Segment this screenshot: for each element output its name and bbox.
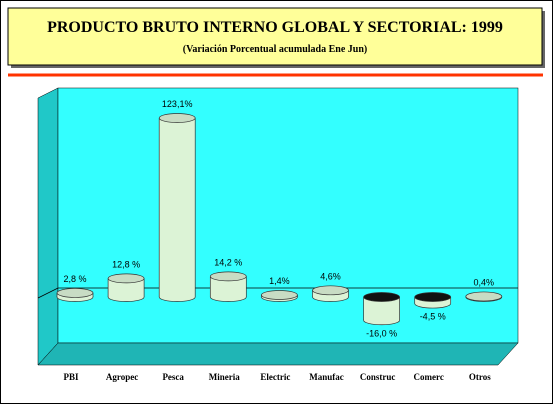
x-tick-label: PBI bbox=[63, 372, 79, 382]
bar-top bbox=[107, 273, 145, 284]
value-label: 2,8 % bbox=[63, 274, 86, 284]
x-tick-label: Mineria bbox=[209, 372, 240, 382]
bar-top bbox=[312, 285, 349, 296]
bar bbox=[159, 118, 196, 297]
floor bbox=[37, 342, 519, 366]
value-label: 4,6% bbox=[320, 271, 341, 281]
chart-title: PRODUCTO BRUTO INTERNO GLOBAL Y SECTORIA… bbox=[47, 19, 503, 36]
bar-top bbox=[261, 290, 298, 300]
x-tick-label: Otros bbox=[469, 372, 491, 382]
bar-top bbox=[209, 271, 247, 282]
x-tick-label: Pesca bbox=[162, 372, 184, 382]
value-label: 14,2 % bbox=[214, 257, 242, 267]
value-label: -4,5 % bbox=[420, 312, 446, 322]
bar bbox=[363, 297, 400, 321]
x-tick-label: Comerc bbox=[414, 372, 444, 382]
value-label: 1,4% bbox=[269, 276, 290, 286]
bar bbox=[108, 278, 145, 297]
x-tick-label: Construc bbox=[360, 372, 396, 382]
value-label: 12,8 % bbox=[112, 259, 140, 269]
x-tick-label: Agropec bbox=[106, 372, 138, 382]
side-wall bbox=[37, 87, 59, 366]
value-label: -16,0 % bbox=[366, 328, 397, 338]
header-box bbox=[7, 7, 543, 66]
bar-top bbox=[363, 292, 400, 302]
x-tick-label: Electric bbox=[260, 372, 290, 382]
bar-top bbox=[56, 288, 94, 298]
bar-top bbox=[465, 291, 503, 302]
x-tick-label: Manufac bbox=[309, 372, 344, 382]
bar bbox=[210, 276, 247, 297]
bar-top bbox=[158, 113, 196, 123]
value-label: 0,4% bbox=[474, 277, 495, 287]
value-label: 123,1% bbox=[162, 99, 193, 109]
zero-line bbox=[37, 287, 518, 299]
bar-top bbox=[414, 292, 452, 302]
chart-subtitle: (Variación Porcentual acumulada Ene Jun) bbox=[183, 44, 367, 55]
